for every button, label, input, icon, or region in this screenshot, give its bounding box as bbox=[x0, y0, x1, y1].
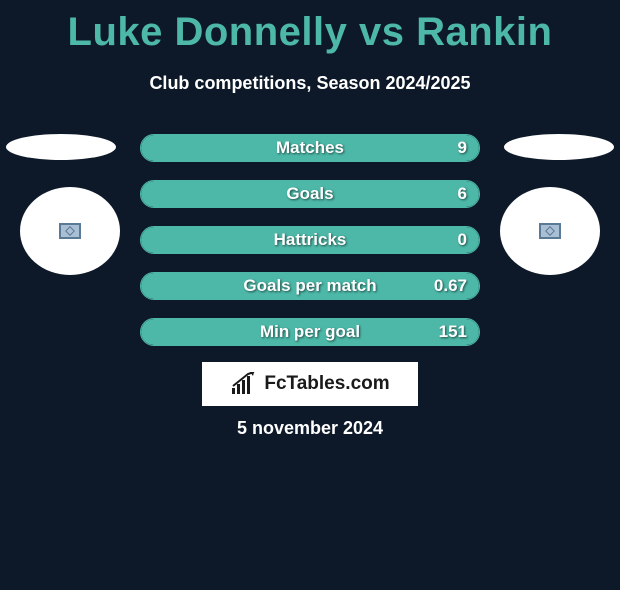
stat-label: Min per goal bbox=[141, 319, 479, 345]
image-placeholder-icon bbox=[539, 223, 561, 239]
stat-row: Goals per match0.67 bbox=[140, 272, 480, 300]
stat-value: 151 bbox=[439, 319, 467, 345]
stat-label: Matches bbox=[141, 135, 479, 161]
stat-value: 0 bbox=[458, 227, 467, 253]
brand-text: FcTables.com bbox=[264, 373, 389, 395]
date-text: 5 november 2024 bbox=[0, 418, 620, 439]
stat-value: 9 bbox=[458, 135, 467, 161]
subtitle: Club competitions, Season 2024/2025 bbox=[0, 73, 620, 94]
stats-list: Matches9Goals6Hattricks0Goals per match0… bbox=[140, 134, 480, 364]
stat-row: Min per goal151 bbox=[140, 318, 480, 346]
brand-badge: FcTables.com bbox=[202, 362, 418, 406]
stat-label: Goals bbox=[141, 181, 479, 207]
stat-label: Hattricks bbox=[141, 227, 479, 253]
right-club-badge bbox=[500, 187, 600, 275]
stat-row: Matches9 bbox=[140, 134, 480, 162]
right-player-shadow bbox=[504, 134, 614, 160]
left-player-shadow bbox=[6, 134, 116, 160]
image-placeholder-icon bbox=[59, 223, 81, 239]
stat-label: Goals per match bbox=[141, 273, 479, 299]
left-club-badge bbox=[20, 187, 120, 275]
stat-row: Hattricks0 bbox=[140, 226, 480, 254]
page-title: Luke Donnelly vs Rankin bbox=[0, 10, 620, 55]
brand-chart-icon bbox=[230, 372, 258, 396]
stat-value: 6 bbox=[458, 181, 467, 207]
stat-value: 0.67 bbox=[434, 273, 467, 299]
stat-row: Goals6 bbox=[140, 180, 480, 208]
